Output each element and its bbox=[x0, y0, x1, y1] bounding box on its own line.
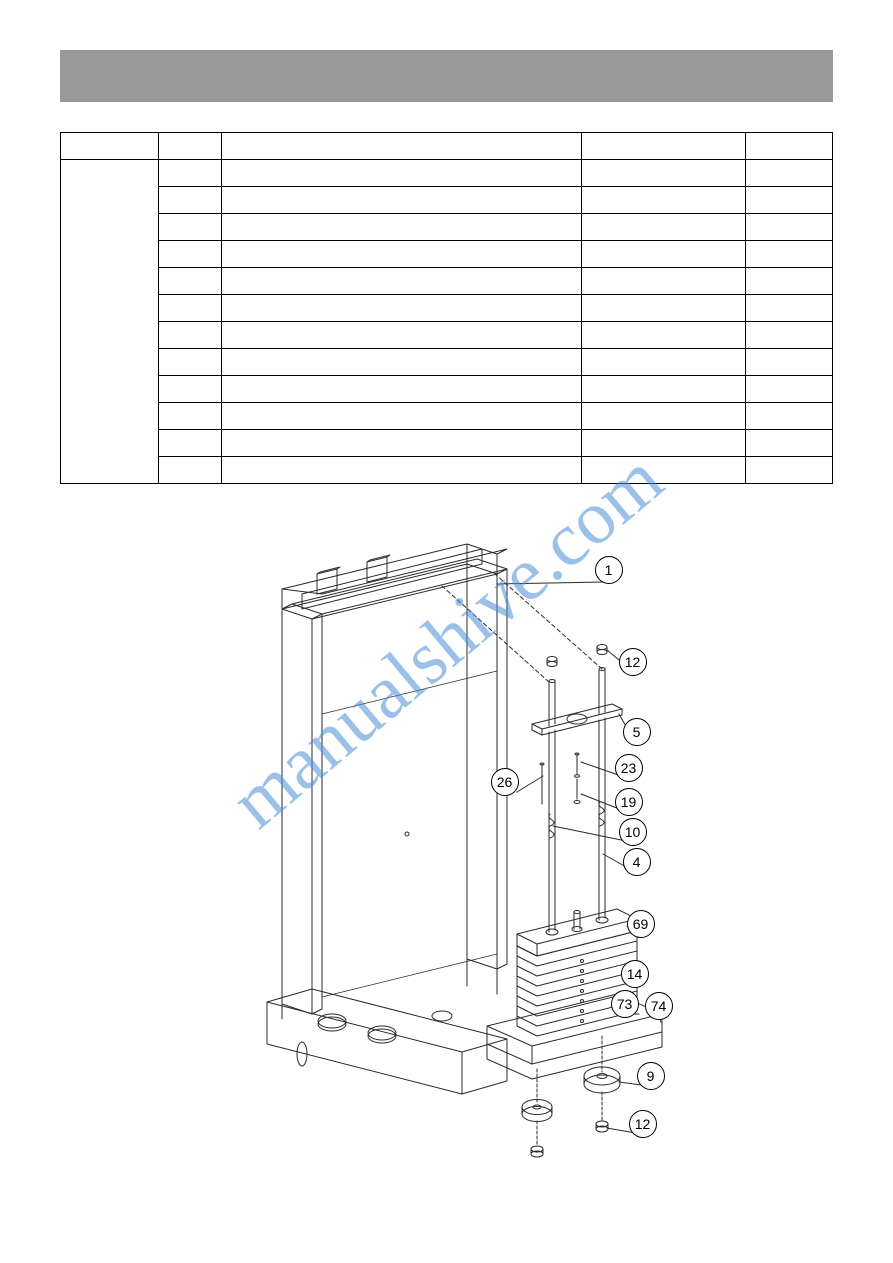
cell-qty bbox=[745, 295, 832, 322]
cell-no bbox=[159, 241, 222, 268]
cell-spec bbox=[582, 376, 746, 403]
cell-desc bbox=[222, 376, 582, 403]
cell-desc bbox=[222, 214, 582, 241]
callout-10: 10 bbox=[619, 818, 647, 846]
cell-no bbox=[159, 295, 222, 322]
table-row bbox=[61, 160, 833, 187]
cell-no bbox=[159, 457, 222, 484]
callout-26: 26 bbox=[491, 768, 519, 796]
cell-spec bbox=[582, 268, 746, 295]
cell-desc bbox=[222, 457, 582, 484]
callout-5: 5 bbox=[623, 718, 651, 746]
callout-14: 14 bbox=[621, 960, 649, 988]
cell-qty bbox=[745, 187, 832, 214]
cell-no bbox=[159, 349, 222, 376]
callout-1: 1 bbox=[595, 556, 623, 584]
callout-74: 74 bbox=[645, 992, 673, 1020]
header-desc bbox=[222, 133, 582, 160]
cell-qty bbox=[745, 457, 832, 484]
table-row bbox=[61, 214, 833, 241]
callout-9: 9 bbox=[637, 1062, 665, 1090]
cell-no bbox=[159, 187, 222, 214]
step-cell bbox=[61, 160, 159, 484]
callout-12: 12 bbox=[629, 1110, 657, 1138]
cell-desc bbox=[222, 268, 582, 295]
cell-desc bbox=[222, 430, 582, 457]
cell-desc bbox=[222, 322, 582, 349]
title-bar bbox=[60, 50, 833, 102]
table-row bbox=[61, 349, 833, 376]
cell-spec bbox=[582, 214, 746, 241]
cell-desc bbox=[222, 349, 582, 376]
cell-no bbox=[159, 214, 222, 241]
table-row bbox=[61, 268, 833, 295]
cell-no bbox=[159, 376, 222, 403]
table-row bbox=[61, 295, 833, 322]
cell-qty bbox=[745, 268, 832, 295]
cell-qty bbox=[745, 241, 832, 268]
cell-desc bbox=[222, 187, 582, 214]
cell-desc bbox=[222, 403, 582, 430]
cell-spec bbox=[582, 241, 746, 268]
callout-23: 23 bbox=[615, 754, 643, 782]
table-row bbox=[61, 187, 833, 214]
table-row bbox=[61, 241, 833, 268]
cell-desc bbox=[222, 241, 582, 268]
cell-qty bbox=[745, 349, 832, 376]
cell-qty bbox=[745, 160, 832, 187]
cell-no bbox=[159, 322, 222, 349]
header-spec bbox=[582, 133, 746, 160]
cell-spec bbox=[582, 187, 746, 214]
callout-19: 19 bbox=[615, 788, 643, 816]
cell-qty bbox=[745, 403, 832, 430]
parts-table bbox=[60, 132, 833, 484]
cell-no bbox=[159, 430, 222, 457]
cell-desc bbox=[222, 295, 582, 322]
cell-spec bbox=[582, 457, 746, 484]
cell-qty bbox=[745, 322, 832, 349]
header-qty bbox=[745, 133, 832, 160]
table-row bbox=[61, 322, 833, 349]
cell-desc bbox=[222, 160, 582, 187]
callout-69: 69 bbox=[627, 910, 655, 938]
cell-no bbox=[159, 403, 222, 430]
table-row bbox=[61, 430, 833, 457]
callout-12: 12 bbox=[619, 648, 647, 676]
header-no bbox=[159, 133, 222, 160]
cell-no bbox=[159, 160, 222, 187]
cell-spec bbox=[582, 160, 746, 187]
cell-spec bbox=[582, 322, 746, 349]
cell-spec bbox=[582, 295, 746, 322]
cell-qty bbox=[745, 214, 832, 241]
table-row bbox=[61, 457, 833, 484]
assembly-diagram: 1 12 5 23 26 19104 69 147374 9 12 bbox=[207, 514, 687, 1194]
cell-spec bbox=[582, 403, 746, 430]
assembly-svg bbox=[207, 514, 687, 1194]
callout-73: 73 bbox=[611, 990, 639, 1018]
cell-qty bbox=[745, 376, 832, 403]
table-row bbox=[61, 376, 833, 403]
cell-no bbox=[159, 268, 222, 295]
cell-spec bbox=[582, 430, 746, 457]
table-header-row bbox=[61, 133, 833, 160]
callout-4: 4 bbox=[623, 848, 651, 876]
table-row bbox=[61, 403, 833, 430]
cell-qty bbox=[745, 430, 832, 457]
cell-spec bbox=[582, 349, 746, 376]
header-step bbox=[61, 133, 159, 160]
